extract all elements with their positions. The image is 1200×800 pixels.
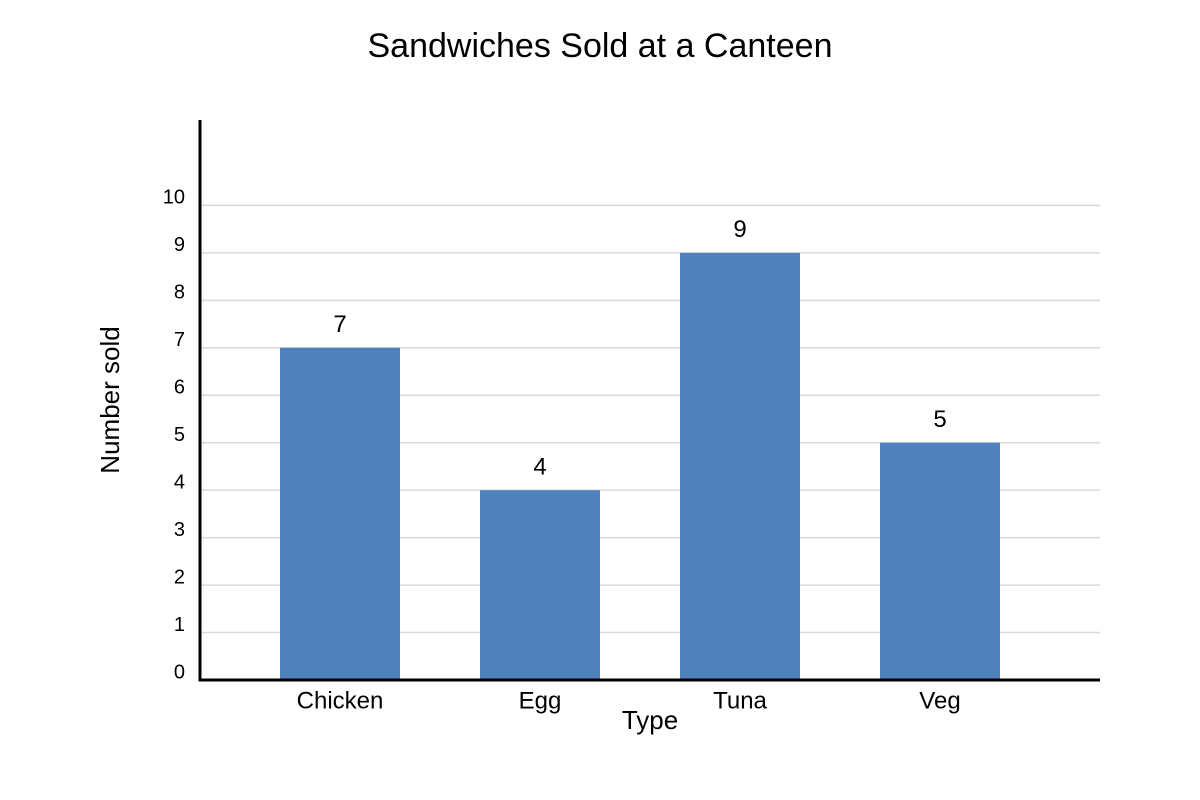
data-label: 5: [933, 406, 946, 433]
x-tick-label: Veg: [919, 687, 960, 714]
bar: [480, 490, 600, 680]
y-tick-label: 5: [174, 424, 185, 446]
bar: [880, 442, 1000, 680]
y-tick-label: 1: [174, 614, 185, 636]
bar: [680, 252, 800, 681]
y-tick-label: 2: [174, 566, 185, 588]
data-label: 9: [733, 216, 746, 243]
data-label: 7: [333, 311, 346, 338]
y-axis-label: Number sold: [95, 326, 125, 473]
y-tick-label: 10: [163, 187, 185, 209]
x-tick-label: Egg: [519, 687, 562, 714]
data-label: 4: [533, 454, 546, 481]
x-tick-label: Chicken: [297, 687, 384, 714]
x-axis-label: Type: [622, 705, 678, 735]
y-tick-label: 7: [174, 329, 185, 351]
chart-title: Sandwiches Sold at a Canteen: [368, 27, 833, 65]
y-tick-label: 3: [174, 519, 185, 541]
y-tick-label: 9: [174, 234, 185, 256]
y-tick-label: 8: [174, 282, 185, 304]
y-tick-label: 6: [174, 377, 185, 399]
y-tick-label: 0: [174, 661, 185, 683]
y-tick-label: 4: [174, 471, 185, 493]
bar: [280, 347, 400, 680]
x-tick-label: Tuna: [713, 687, 767, 714]
